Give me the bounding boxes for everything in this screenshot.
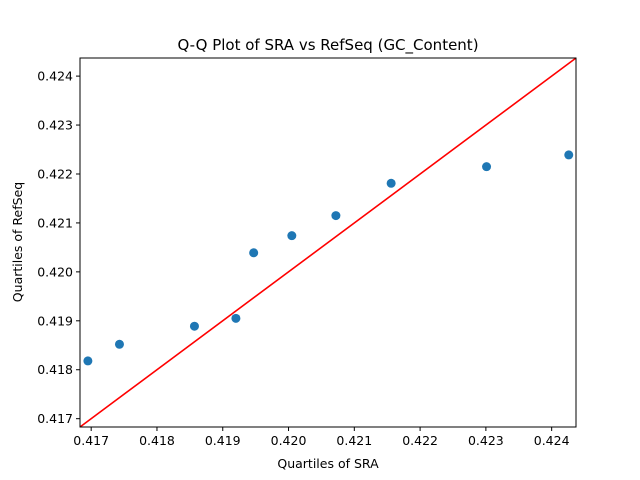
scatter-point [564,150,574,160]
scatter-point [231,313,241,323]
x-tick-label: 0.419 [205,433,241,448]
y-tick-label: 0.418 [37,362,73,377]
x-tick-label: 0.417 [73,433,109,448]
y-tick-label: 0.417 [37,411,73,426]
scatter-point [287,231,297,241]
x-tick-label: 0.423 [468,433,504,448]
scatter-point [189,321,199,331]
x-tick-label: 0.420 [271,433,307,448]
y-axis: 0.417 0.418 0.419 0.420 0.421 0.422 0.423 0.424 [37,69,80,426]
chart-title: Q-Q Plot of SRA vs RefSeq (GC_Content) [177,36,478,55]
x-axis: 0.417 0.418 0.419 0.420 0.421 0.422 0.423 0.424 [73,427,570,448]
axes-frame [79,57,577,428]
scatter-point [331,211,341,221]
scatter-point [386,178,396,188]
x-tick-label: 0.421 [336,433,372,448]
scatter-point [249,248,259,258]
x-axis-title: Quartiles of SRA [277,456,379,471]
y-tick-label: 0.424 [37,69,73,84]
scatter-point [482,162,492,172]
plot-area [79,57,577,428]
y-axis-title: Quartiles of RefSeq [10,182,25,302]
reference-line [79,57,577,428]
x-tick-label: 0.424 [534,433,570,448]
x-tick-label: 0.418 [139,433,175,448]
y-tick-label: 0.420 [37,264,73,279]
scatter-point [83,356,93,366]
scatter-point [114,339,124,349]
y-tick-label: 0.423 [37,118,73,133]
y-tick-label: 0.419 [37,313,73,328]
y-tick-label: 0.422 [37,166,73,181]
x-tick-label: 0.422 [402,433,438,448]
y-tick-label: 0.421 [37,215,73,230]
